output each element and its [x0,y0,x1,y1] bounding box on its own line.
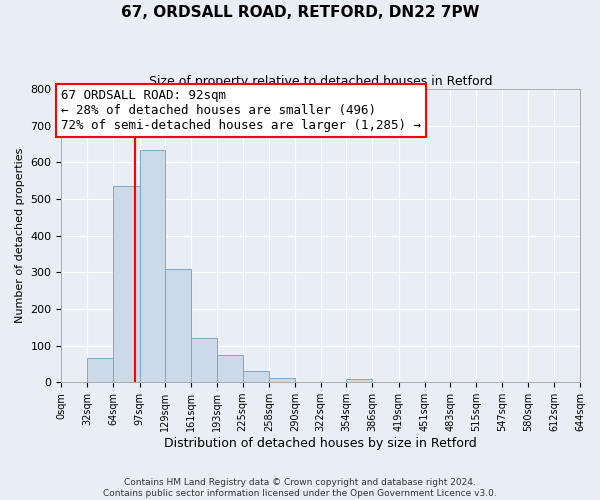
Bar [165,268,191,382]
Y-axis label: Number of detached properties: Number of detached properties [15,148,25,324]
X-axis label: Distribution of detached houses by size in Retford: Distribution of detached houses by size … [164,437,477,450]
Bar [217,354,242,382]
Bar [269,378,295,382]
Text: 67, ORDSALL ROAD, RETFORD, DN22 7PW: 67, ORDSALL ROAD, RETFORD, DN22 7PW [121,5,479,20]
Bar [113,186,140,382]
Title: Size of property relative to detached houses in Retford: Size of property relative to detached ho… [149,75,493,88]
Text: Contains HM Land Registry data © Crown copyright and database right 2024.
Contai: Contains HM Land Registry data © Crown c… [103,478,497,498]
Text: 67 ORDSALL ROAD: 92sqm
← 28% of detached houses are smaller (496)
72% of semi-de: 67 ORDSALL ROAD: 92sqm ← 28% of detached… [61,89,421,132]
Bar [87,358,113,382]
Bar [140,150,165,382]
Bar [346,380,372,382]
Bar [191,338,217,382]
Bar [242,370,269,382]
